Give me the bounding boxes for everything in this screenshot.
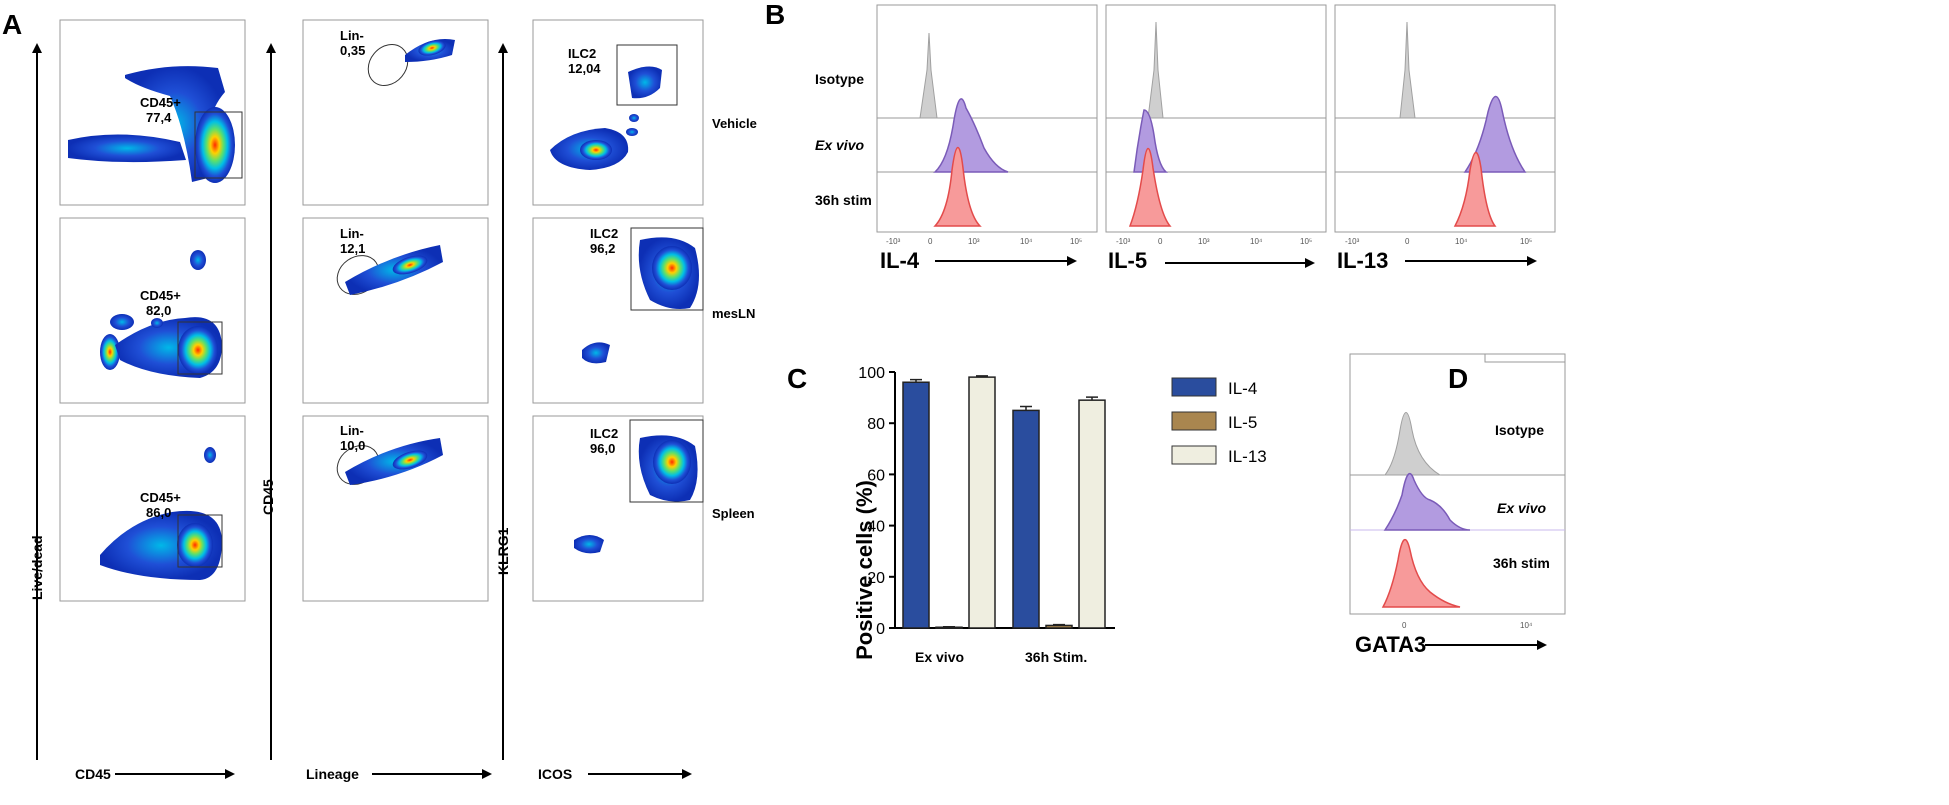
ilc2-pct-vehicle: 12,04 xyxy=(568,61,601,76)
svg-text:10⁴: 10⁴ xyxy=(1455,237,1468,246)
svg-text:-10³: -10³ xyxy=(1116,237,1131,246)
legend-label-il4: IL-4 xyxy=(1228,379,1257,398)
svg-text:10⁴: 10⁴ xyxy=(1250,237,1263,246)
flow-plot-cd45-vehicle: CD45+ 77,4 xyxy=(68,66,243,183)
error-bar xyxy=(1053,623,1065,626)
panel-d-label: D xyxy=(1448,363,1468,394)
svg-text:10⁵: 10⁵ xyxy=(1070,237,1082,246)
flow-plot-lineage-spleen: Lin- 10,0 xyxy=(336,423,443,485)
gata3-row-exvivo: Ex vivo xyxy=(1497,500,1546,516)
histogram-gata3 xyxy=(1381,412,1471,608)
gata3-xlabel: GATA3 xyxy=(1355,632,1426,657)
flow-plot-lineage-mesln: Lin- 12,1 xyxy=(336,226,443,295)
bar-il-4-exvivo xyxy=(902,381,930,629)
error-bar xyxy=(910,378,922,383)
klrg1-axis-label: KLRG1 xyxy=(495,527,511,575)
cd45-pct-mesln: 82,0 xyxy=(146,303,171,318)
histogram-il5 xyxy=(1128,21,1172,227)
xlabel-il4: IL-4 xyxy=(880,248,920,273)
error-bar xyxy=(976,375,988,378)
tissue-label-vehicle: Vehicle xyxy=(712,116,757,131)
histogram-il13 xyxy=(1399,21,1527,227)
ilc2-gate-label-spleen: ILC2 xyxy=(590,426,618,441)
panel-a-label: A xyxy=(2,9,22,40)
chart-legend: IL-4 IL-5 IL-13 xyxy=(1171,377,1267,466)
bar-il-4-36h-stim xyxy=(1012,409,1040,629)
row-label-exvivo: Ex vivo xyxy=(815,137,864,153)
ilc2-gate-label-vehicle: ILC2 xyxy=(568,46,596,61)
lin-pct-mesln: 12,1 xyxy=(340,241,365,256)
live-dead-axis-label: Live/dead xyxy=(29,535,45,600)
chart-ylabel: Positive cells (%) xyxy=(852,480,877,660)
lin-pct-vehicle: 0,35 xyxy=(340,43,365,58)
y-tick-label: 100 xyxy=(858,365,885,382)
legend-label-il5: IL-5 xyxy=(1228,413,1257,432)
ilc2-gate-label-mesln: ILC2 xyxy=(590,226,618,241)
xlabel-il13: IL-13 xyxy=(1337,248,1388,273)
cd45-x-axis-label: CD45 xyxy=(75,766,111,782)
flow-plot-icos-spleen: ILC2 96,0 Spleen xyxy=(574,419,755,554)
cd45-gate-label-spleen: CD45+ xyxy=(140,490,181,505)
svg-text:0: 0 xyxy=(928,237,933,246)
y-tick-label: 0 xyxy=(876,621,885,638)
lin-pct-spleen: 10,0 xyxy=(340,438,365,453)
ilc2-pct-mesln: 96,2 xyxy=(590,241,615,256)
row-label-isotype: Isotype xyxy=(815,71,864,87)
cd45-pct-spleen: 86,0 xyxy=(146,505,171,520)
svg-text:10³: 10³ xyxy=(1198,237,1210,246)
cd45-y-axis-label: CD45 xyxy=(260,479,276,515)
ilc2-pct-spleen: 96,0 xyxy=(590,441,615,456)
lin-gate-label-vehicle: Lin- xyxy=(340,28,364,43)
error-bar xyxy=(943,625,955,628)
flow-plot-cd45-spleen: CD45+ 86,0 xyxy=(100,447,223,580)
gata3-row-isotype: Isotype xyxy=(1495,422,1544,438)
y-tick-label: 40 xyxy=(867,519,885,536)
panel-c-label: C xyxy=(787,363,807,394)
lineage-axis-label: Lineage xyxy=(306,766,359,782)
cd45-gate-label-vehicle: CD45+ xyxy=(140,95,181,110)
xlabel-il5: IL-5 xyxy=(1108,248,1147,273)
cd45-pct-vehicle: 77,4 xyxy=(146,110,172,125)
legend-swatch-il5 xyxy=(1171,411,1217,431)
lin-gate-label-spleen: Lin- xyxy=(340,423,364,438)
panel-b-label: B xyxy=(765,0,785,30)
lin-gate-label-mesln: Lin- xyxy=(340,226,364,241)
icos-axis-label: ICOS xyxy=(538,766,572,782)
svg-text:10⁵: 10⁵ xyxy=(1300,237,1312,246)
svg-text:0: 0 xyxy=(1405,237,1410,246)
tissue-label-mesln: mesLN xyxy=(712,306,755,321)
tissue-label-spleen: Spleen xyxy=(712,506,755,521)
flow-plot-cd45-mesln: CD45+ 82,0 xyxy=(100,250,223,378)
bar-il-13-36h-stim xyxy=(1078,399,1106,629)
error-bar xyxy=(1020,405,1032,411)
legend-swatch-il4 xyxy=(1171,377,1217,397)
svg-text:10⁴: 10⁴ xyxy=(1020,237,1033,246)
y-tick-label: 20 xyxy=(867,570,885,587)
cd45-gate-label-mesln: CD45+ xyxy=(140,288,181,303)
histogram-il4 xyxy=(919,32,1009,227)
legend-label-il13: IL-13 xyxy=(1228,447,1267,466)
category-label-exvivo: Ex vivo xyxy=(915,649,964,665)
legend-swatch-il13 xyxy=(1171,445,1217,465)
svg-text:10⁴: 10⁴ xyxy=(1520,621,1533,630)
gata3-row-36h-stim: 36h stim xyxy=(1493,555,1550,571)
svg-text:0: 0 xyxy=(1158,237,1163,246)
svg-text:10⁵: 10⁵ xyxy=(1520,237,1532,246)
svg-text:10³: 10³ xyxy=(968,237,980,246)
bar-il-5-36h-stim xyxy=(1045,624,1073,629)
flow-plot-icos-mesln: ILC2 96,2 mesLN xyxy=(582,226,755,364)
row-label-36h-stim: 36h stim xyxy=(815,192,872,208)
flow-plot-lineage-vehicle: Lin- 0,35 xyxy=(340,28,455,86)
bar-il-13-exvivo xyxy=(968,376,996,629)
y-tick-label: 60 xyxy=(867,467,885,484)
bar-chart: 0 20 40 60 80 100 xyxy=(858,365,1115,638)
y-tick-label: 80 xyxy=(867,416,885,433)
category-label-36h-stim: 36h Stim. xyxy=(1025,649,1087,665)
flow-plot-icos-vehicle: ILC2 12,04 Vehicle xyxy=(550,44,757,170)
svg-text:-10³: -10³ xyxy=(1345,237,1360,246)
error-bar xyxy=(1086,396,1098,401)
svg-text:0: 0 xyxy=(1402,621,1407,630)
svg-text:-10³: -10³ xyxy=(886,237,901,246)
